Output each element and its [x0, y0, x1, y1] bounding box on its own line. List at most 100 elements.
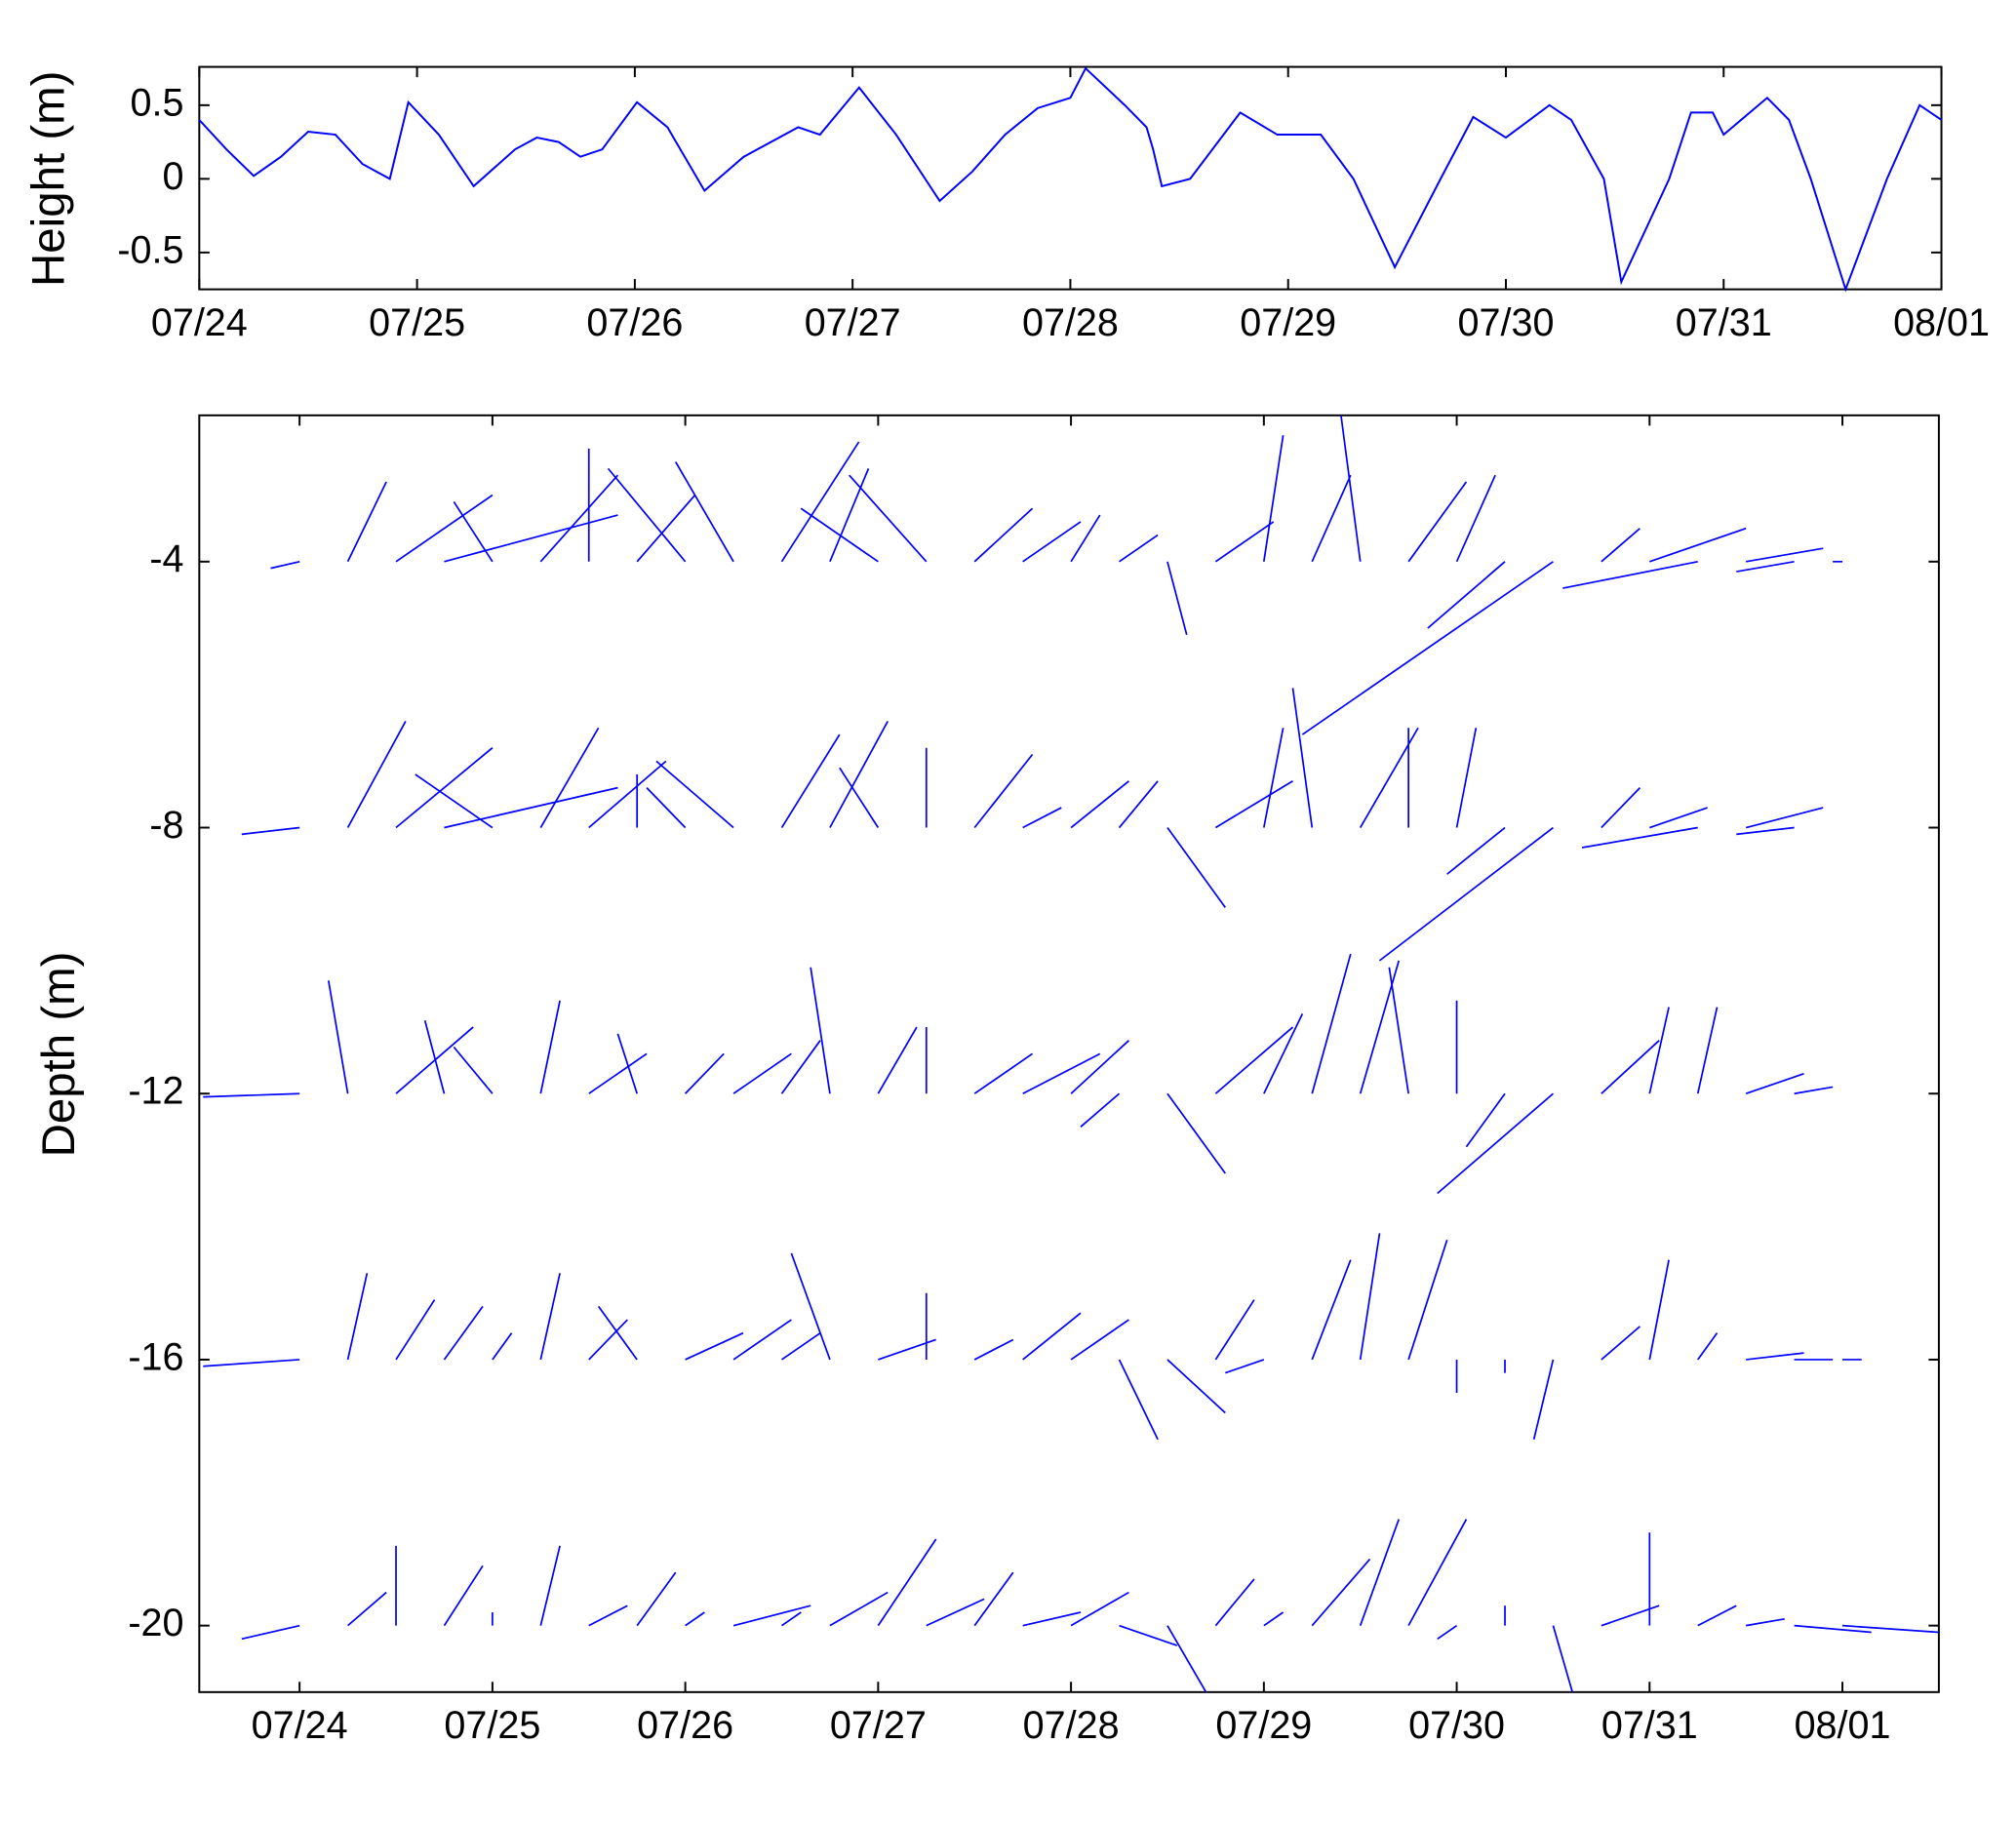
current-stick — [395, 494, 494, 563]
current-stick — [1746, 1617, 1785, 1627]
current-stick — [1070, 1319, 1129, 1361]
current-stick — [1166, 1092, 1226, 1174]
current-stick — [1359, 960, 1401, 1094]
current-stick — [1118, 1359, 1159, 1441]
current-stick — [973, 1571, 1014, 1627]
current-stick — [1601, 1326, 1640, 1361]
current-stick — [780, 441, 860, 563]
current-stick — [732, 1319, 792, 1361]
current-stick — [1794, 1624, 1872, 1634]
current-stick — [780, 1040, 821, 1094]
current-stick — [241, 826, 300, 836]
current-stick — [829, 468, 870, 563]
current-stick — [539, 1000, 561, 1094]
current-stick — [444, 786, 618, 829]
current-stick — [685, 1331, 744, 1361]
current-stick — [1311, 1259, 1352, 1361]
current-stick — [1581, 826, 1698, 849]
current-stick — [1745, 1072, 1804, 1095]
x-tick-label: 07/26 — [586, 301, 683, 344]
current-stick — [973, 1052, 1034, 1094]
current-stick — [781, 1611, 802, 1627]
current-stick — [877, 1026, 918, 1094]
current-stick — [1070, 514, 1101, 563]
x-tick-label: 07/25 — [369, 301, 465, 344]
current-stick — [1022, 1312, 1082, 1361]
current-stick — [453, 500, 494, 563]
current-stick — [646, 787, 687, 829]
current-stick — [1378, 826, 1554, 962]
current-stick — [790, 1252, 831, 1361]
x-tick-label: 07/30 — [1458, 301, 1555, 344]
current-stick — [1022, 521, 1082, 563]
current-stick — [1745, 807, 1824, 829]
current-stick — [1119, 1624, 1178, 1646]
current-stick — [1214, 1578, 1255, 1627]
current-stick — [347, 1591, 387, 1627]
current-stick — [1119, 534, 1159, 563]
current-stick — [1214, 780, 1293, 829]
current-stick — [1311, 1558, 1371, 1627]
current-stick — [973, 753, 1034, 829]
current-stick — [1166, 1625, 1207, 1693]
current-stick — [1214, 521, 1275, 563]
current-stick — [241, 1624, 300, 1641]
current-stick — [539, 1273, 561, 1361]
current-stick — [1291, 688, 1314, 828]
current-stick — [1022, 807, 1062, 829]
current-stick — [616, 1033, 639, 1094]
current-stick — [1649, 527, 1747, 563]
current-stick — [1359, 1233, 1381, 1361]
current-stick — [1562, 560, 1698, 589]
current-stick — [270, 560, 300, 570]
current-stick — [1166, 1359, 1226, 1414]
current-stick — [443, 1565, 484, 1627]
current-stick — [1262, 435, 1285, 562]
x-tick-label: 07/27 — [805, 301, 901, 344]
current-stick — [1311, 953, 1352, 1094]
current-stick — [1311, 474, 1352, 563]
current-stick — [1601, 787, 1641, 829]
y-tick-label: -0.5 — [117, 228, 183, 271]
current-stick — [1262, 728, 1285, 828]
x-tick-label: 08/01 — [1893, 301, 1990, 344]
current-stick — [1070, 1591, 1129, 1627]
x-tick-label: 07/24 — [252, 1704, 348, 1747]
y-tick-label: -4 — [149, 537, 183, 580]
height-line — [198, 66, 1943, 293]
x-tick-label: 07/29 — [1240, 301, 1336, 344]
current-stick — [636, 495, 696, 563]
current-stick — [1746, 1352, 1804, 1361]
current-stick — [973, 1338, 1014, 1361]
current-stick — [539, 1545, 561, 1626]
current-stick — [1446, 826, 1506, 875]
y-tick-label: -12 — [128, 1070, 183, 1113]
current-stick — [588, 1604, 628, 1627]
current-stick — [1465, 1092, 1506, 1148]
current-stick — [443, 1305, 484, 1361]
y-axis-label: Depth (m) — [33, 952, 85, 1158]
current-stick — [829, 1591, 889, 1627]
current-stick — [423, 1020, 446, 1094]
current-stick — [877, 1538, 937, 1627]
x-tick-label: 07/26 — [637, 1704, 733, 1747]
current-stick — [1649, 807, 1708, 829]
current-stick — [781, 1331, 821, 1361]
current-stick — [203, 1092, 300, 1098]
current-stick — [1214, 1299, 1255, 1361]
current-stick — [1648, 1007, 1670, 1094]
current-stick — [1388, 967, 1409, 1094]
current-stick — [1437, 1092, 1554, 1195]
current-stick — [1532, 1359, 1555, 1440]
current-stick — [492, 1332, 513, 1361]
current-stick — [607, 467, 687, 563]
current-stick — [1118, 780, 1159, 829]
current-stick — [539, 727, 600, 828]
current-stick — [597, 1305, 638, 1361]
x-tick-label: 07/31 — [1676, 301, 1772, 344]
current-stick — [415, 773, 494, 829]
current-stick — [1407, 1519, 1468, 1627]
x-tick-label: 07/27 — [830, 1704, 927, 1747]
current-stick — [849, 474, 928, 563]
